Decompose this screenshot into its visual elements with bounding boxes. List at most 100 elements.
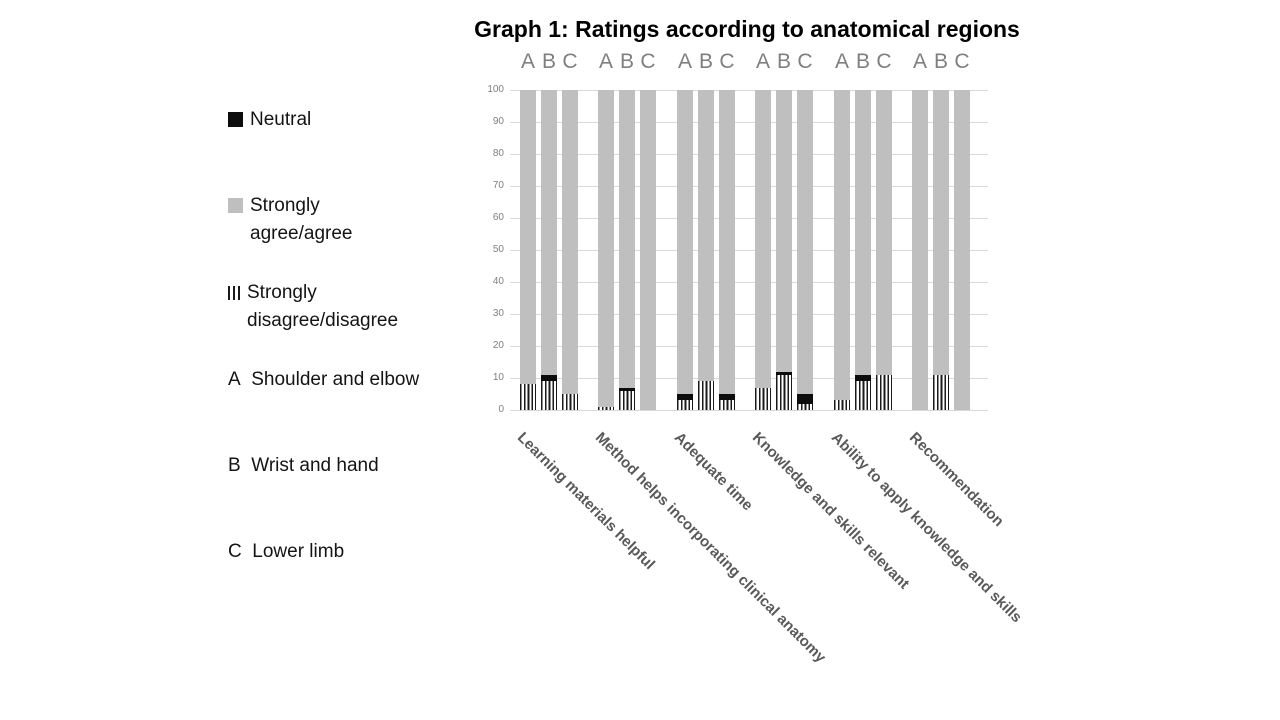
bar-letter-c-group-3: C [719,50,735,73]
region-key-b: B Wrist and hand [228,455,379,476]
gridline-70 [510,186,988,187]
bar-knowledge-and-skills-relevant-a [755,90,771,410]
segment-strongly-agree-agree [755,90,771,388]
bar-letter-a-group-4: A [755,50,770,73]
y-axis-tick-100: 100 [487,84,504,95]
bar-letter-c-group-4: C [797,50,813,73]
bar-recommendation-a [912,90,928,410]
bar-letter-a-group-2: A [598,50,613,73]
legend-item-strongly-agree-agree: Strongly agree/agree [228,192,400,248]
bar-adequate-time-a [677,90,693,410]
bar-learning-materials-helpful-a [520,90,536,410]
segment-neutral [797,394,813,404]
segment-strongly-agree-agree [855,90,871,375]
segment-strongly-agree-agree [598,90,614,407]
segment-strongly-disagree-disagree [719,400,735,410]
bar-letter-a-group-6: A [912,50,927,73]
legend-item-neutral: Neutral [228,106,400,134]
x-axis-label-adequate-time: Adequate time [670,429,757,515]
bar-recommendation-c [954,90,970,410]
legend-item-strongly-disagree-disagree: Strongly disagree/disagree [228,279,399,335]
segment-strongly-agree-agree [797,90,813,394]
y-axis-tick-90: 90 [492,116,504,127]
segment-strongly-disagree-disagree [933,374,949,410]
bar-recommendation-b [933,90,949,410]
segment-strongly-disagree-disagree [755,387,771,410]
y-axis-tick-30: 30 [492,308,504,319]
bar-letter-c-group-6: C [954,50,970,73]
y-axis-tick-10: 10 [492,372,504,383]
segment-strongly-disagree-disagree [677,400,693,410]
segment-strongly-disagree-disagree [876,374,892,410]
segment-strongly-agree-agree [876,90,892,375]
bar-adequate-time-c [719,90,735,410]
y-axis-tick-50: 50 [492,244,504,255]
bar-letter-a-group-5: A [834,50,849,73]
bar-letter-b-group-3: B [698,50,713,73]
segment-strongly-agree-agree [562,90,578,394]
segment-strongly-agree-agree [520,90,536,385]
y-axis-tick-60: 60 [492,212,504,223]
disagree-stripes-icon [228,286,240,300]
bar-knowledge-and-skills-relevant-c [797,90,813,410]
gridline-60 [510,218,988,219]
y-axis-tick-20: 20 [492,340,504,351]
segment-strongly-disagree-disagree [776,374,792,410]
bar-letter-a-group-3: A [677,50,692,73]
segment-neutral [855,374,871,382]
gridline-0 [510,410,988,411]
bar-learning-materials-helpful-b [541,90,557,410]
bar-method-helps-incorporating-clinical-anatomy-b [619,90,635,410]
gridline-10 [510,378,988,379]
bar-knowledge-and-skills-relevant-b [776,90,792,410]
bar-ability-to-apply-knowledge-and-skills-b [855,90,871,410]
region-key-c: C Lower limb [228,541,345,562]
bar-letter-b-group-5: B [855,50,870,73]
gridline-100 [510,90,988,91]
bar-letter-b-group-2: B [619,50,634,73]
bar-method-helps-incorporating-clinical-anatomy-a [598,90,614,410]
segment-strongly-agree-agree [677,90,693,394]
segment-strongly-disagree-disagree [698,381,714,410]
segment-strongly-agree-agree [834,90,850,401]
segment-strongly-agree-agree [776,90,792,372]
segment-strongly-disagree-disagree [834,400,850,410]
segment-neutral [619,387,635,391]
gridline-50 [510,250,988,251]
gridline-90 [510,122,988,123]
segment-neutral [719,394,735,401]
segment-strongly-agree-agree [719,90,735,394]
bar-letter-b-group-4: B [776,50,791,73]
legend-label: Neutral [250,109,312,130]
segment-strongly-agree-agree [954,90,970,410]
segment-strongly-agree-agree [619,90,635,388]
gridline-80 [510,154,988,155]
segment-strongly-agree-agree [541,90,557,375]
x-axis-label-knowledge-and-skills-relevant: Knowledge and skills relevant [748,429,913,593]
chart-title: Graph 1: Ratings according to anatomical… [474,16,1020,42]
y-axis-tick-40: 40 [492,276,504,287]
bar-adequate-time-b [698,90,714,410]
neutral-black-icon [228,112,243,127]
bar-ability-to-apply-knowledge-and-skills-a [834,90,850,410]
segment-strongly-agree-agree [933,90,949,375]
legend-label: Strongly disagree/disagree [247,282,399,331]
segment-neutral [677,394,693,401]
bar-letter-c-group-2: C [640,50,656,73]
segment-strongly-agree-agree [698,90,714,382]
bar-letter-b-group-6: B [933,50,948,73]
region-key-a: A Shoulder and elbow [228,369,420,390]
segment-strongly-disagree-disagree [541,381,557,410]
y-axis-tick-70: 70 [492,180,504,191]
gridline-30 [510,314,988,315]
segment-strongly-disagree-disagree [562,394,578,410]
segment-strongly-agree-agree [912,90,928,410]
bar-learning-materials-helpful-c [562,90,578,410]
bar-letter-c-group-1: C [562,50,578,73]
segment-strongly-disagree-disagree [520,384,536,410]
segment-strongly-disagree-disagree [598,406,614,410]
segment-neutral [776,371,792,375]
x-axis-label-learning-materials-helpful: Learning materials helpful [513,429,659,574]
agree-gray-icon [228,198,243,213]
